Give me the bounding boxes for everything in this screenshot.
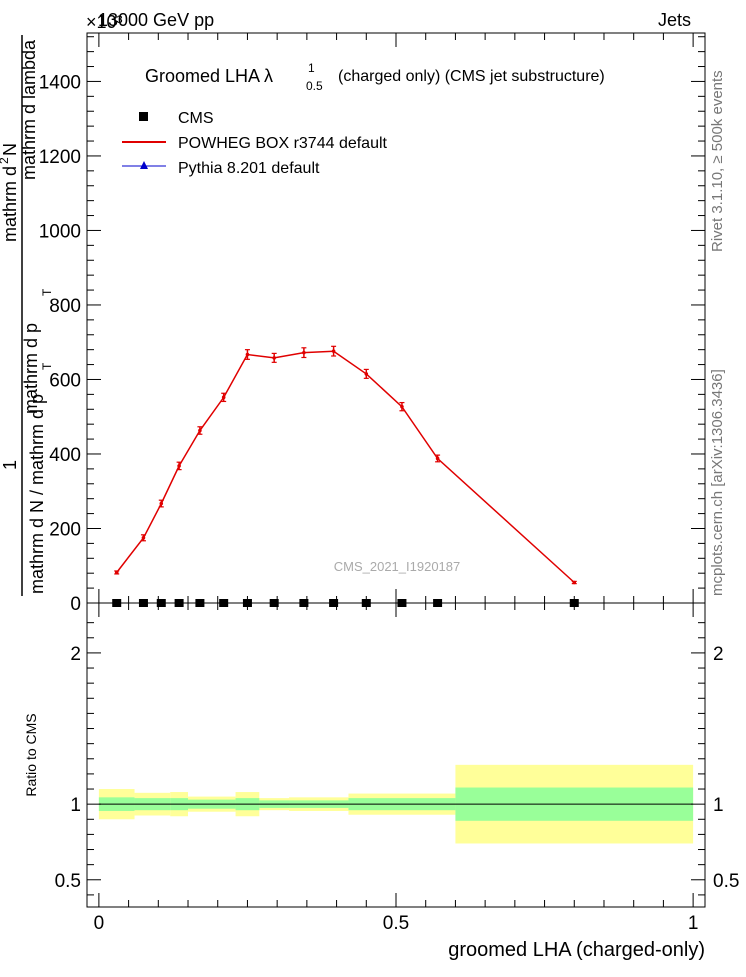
ratio-y-tick-label: 2 bbox=[70, 644, 81, 665]
title-sub: 0.5 bbox=[306, 79, 323, 93]
powheg-line bbox=[116, 350, 575, 584]
legend-cms-marker bbox=[139, 112, 148, 121]
x-tick-label: 1 bbox=[688, 913, 699, 934]
energy-label: 13000 GeV pp bbox=[98, 10, 214, 30]
main-y-tick-label: 800 bbox=[49, 296, 81, 317]
title-main: Groomed LHA λ bbox=[145, 66, 273, 86]
exponent-label: ×10³ bbox=[86, 12, 123, 32]
y-label-den-main: mathrm d N / mathrm d p bbox=[27, 394, 47, 594]
powheg-point bbox=[159, 501, 164, 506]
legend-pythia-marker bbox=[140, 161, 148, 169]
process-label: Jets bbox=[658, 10, 691, 30]
powheg-point bbox=[302, 350, 306, 355]
y-label-num2-rest: N bbox=[0, 143, 20, 156]
main-y-tick-label: 400 bbox=[49, 445, 81, 466]
legend-powheg-label: POWHEG BOX r3744 default bbox=[178, 135, 388, 152]
y-label-num2: mathrm d bbox=[0, 166, 20, 242]
analysis-id: CMS_2021_I1920187 bbox=[334, 559, 461, 574]
main-y-tick-label: 1000 bbox=[39, 221, 81, 242]
ratio-y-tick-label-right: 1 bbox=[713, 795, 724, 816]
ratio-y-tick-label: 1 bbox=[70, 795, 81, 816]
powheg-point bbox=[141, 536, 146, 540]
title-suffix: (charged only) (CMS jet substructure) bbox=[338, 68, 605, 85]
main-y-tick-label: 0 bbox=[70, 594, 81, 615]
ratio-y-ticks: 0.5 0.5 1 1 2 2 bbox=[55, 622, 739, 896]
powheg-point bbox=[221, 395, 226, 400]
legend-pythia-label: Pythia 8.201 default bbox=[178, 160, 320, 177]
rivet-label: Rivet 3.1.10, ≥ 500k events bbox=[709, 70, 726, 252]
main-y-tick-label: 600 bbox=[49, 370, 81, 391]
y-label-den-rest-sub: T bbox=[40, 288, 54, 296]
y-label-numerator: 1 bbox=[0, 460, 20, 470]
title-sup: 1 bbox=[308, 61, 315, 75]
main-y-ticks: 0 200 400 600 800 1000 1200 1400 bbox=[39, 36, 705, 615]
chart-title: Groomed LHA λ 1 0.5 (charged only) (CMS … bbox=[145, 61, 605, 93]
x-tick-label: 0 bbox=[94, 913, 105, 934]
powheg-point bbox=[198, 428, 202, 433]
main-y-tick-label: 200 bbox=[49, 519, 81, 540]
powheg-point bbox=[400, 404, 404, 409]
ratio-y-tick-label-right: 0.5 bbox=[713, 871, 739, 892]
y-label-den-sub: T bbox=[40, 362, 54, 370]
mcplots-label: mcplots.cern.ch [arXiv:1306.3436] bbox=[709, 369, 726, 596]
legend: CMS POWHEG BOX r3744 default Pythia 8.20… bbox=[122, 110, 388, 177]
main-y-tick-label: 1400 bbox=[39, 72, 81, 93]
powheg-point bbox=[435, 456, 440, 461]
powheg-point bbox=[331, 349, 336, 353]
x-tick-label: 0.5 bbox=[383, 913, 409, 934]
ratio-y-label: Ratio to CMS bbox=[23, 713, 39, 796]
main-y-tick-label: 1200 bbox=[39, 147, 81, 168]
ratio-plot-frame bbox=[86, 602, 706, 908]
powheg-point bbox=[272, 356, 276, 360]
ratio-y-tick-label: 0.5 bbox=[55, 871, 81, 892]
ratio-x-ticks: 0 0.5 1 bbox=[94, 603, 699, 934]
y-label-num2-sup: 2 bbox=[0, 157, 11, 164]
powheg-point bbox=[572, 580, 577, 585]
y-label-denominator: mathrm d N / mathrm d p bbox=[27, 394, 47, 594]
y-label-den-rest2: mathrm d lambda bbox=[19, 39, 39, 180]
ratio-bands-group bbox=[98, 764, 694, 844]
powheg-point bbox=[364, 372, 369, 376]
powheg-point bbox=[245, 352, 250, 357]
powheg-point bbox=[114, 570, 119, 575]
main-x-ticks bbox=[98, 33, 694, 603]
main-y-label: 1 mathrm d N / mathrm d p T mathrm d p T… bbox=[0, 35, 54, 596]
ratio-y-tick-label-right: 2 bbox=[713, 644, 724, 665]
y-label-den-rest: mathrm d p bbox=[21, 323, 41, 414]
powheg-point bbox=[177, 464, 181, 468]
legend-cms-label: CMS bbox=[178, 110, 214, 127]
x-axis-label: groomed LHA (charged-only) bbox=[448, 939, 705, 961]
